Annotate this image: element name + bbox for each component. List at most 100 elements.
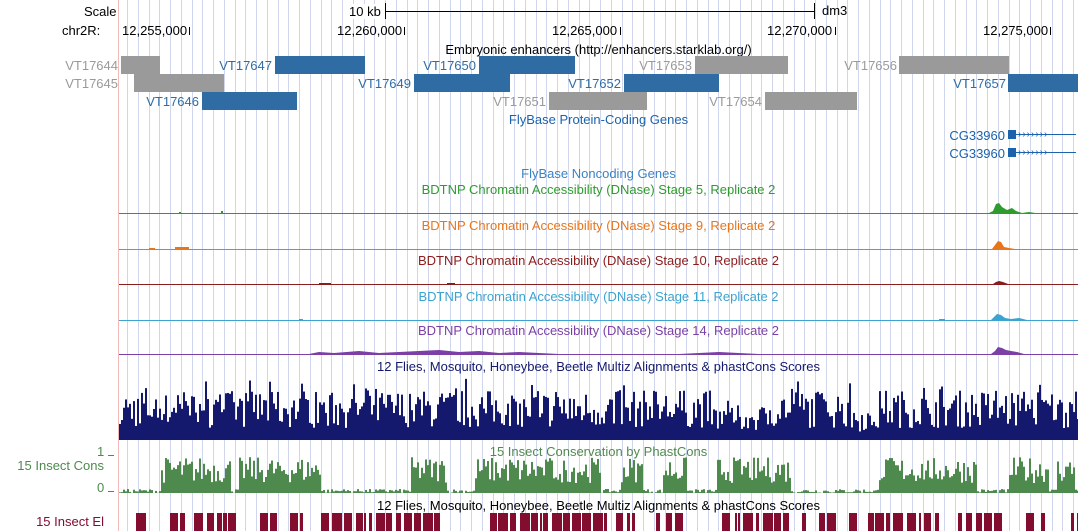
multiz-bar (317, 422, 319, 440)
enhancer-label[interactable]: VT17649 (358, 76, 411, 91)
multiz-bar (485, 413, 487, 440)
multiz-bar (251, 391, 253, 440)
multiz-bar (867, 413, 869, 440)
multiz-bar (719, 411, 721, 440)
cons-bar (327, 489, 329, 493)
enhancer-label[interactable]: VT17653 (639, 58, 692, 73)
cons-bar (197, 472, 199, 493)
gene-exon[interactable] (1008, 148, 1016, 157)
enhancers-track-title[interactable]: Embryonic enhancers (http://enhancers.st… (445, 42, 752, 57)
enhancer-label[interactable]: VT17654 (709, 94, 762, 109)
multiz-bar (657, 404, 659, 440)
enhancer-label[interactable]: VT17651 (493, 94, 546, 109)
cons-bar (345, 491, 347, 493)
noncoding-track-title[interactable]: FlyBase Noncoding Genes (521, 166, 676, 181)
enhancer-feature[interactable] (765, 92, 857, 110)
multiz-bar (271, 392, 273, 440)
element-block (632, 513, 635, 531)
gene-intron-line[interactable] (1016, 152, 1076, 153)
multiz-bar (671, 416, 673, 440)
multiz-bar (793, 404, 795, 440)
multiz-bar (273, 403, 275, 440)
enhancer-feature[interactable] (414, 74, 510, 92)
dnase-stage9-signal[interactable] (119, 234, 1078, 252)
cons-bar (295, 472, 297, 493)
multiz-bar (243, 426, 245, 440)
enhancer-feature[interactable] (121, 56, 160, 74)
multiz-signal[interactable] (119, 374, 1078, 440)
element-block (868, 513, 874, 531)
enhancer-label[interactable]: VT17656 (844, 58, 897, 73)
enhancer-feature[interactable] (479, 56, 575, 74)
enhancer-feature[interactable] (1008, 74, 1078, 92)
dnase-stage10-signal[interactable] (119, 269, 1078, 287)
multiz-bar (587, 413, 589, 440)
multiz-bar (791, 388, 793, 440)
enhancer-feature[interactable] (695, 56, 788, 74)
enhancer-label[interactable]: VT17645 (65, 76, 118, 91)
multiz-bar (455, 388, 457, 440)
multiz-track-title[interactable]: 12 Flies, Mosquito, Honeybee, Beetle Mul… (377, 359, 820, 374)
cons-signal[interactable] (119, 457, 1078, 493)
enhancer-feature[interactable] (899, 56, 1009, 74)
cons-bar (845, 492, 847, 493)
gene-label[interactable]: CG33960 (949, 146, 1005, 161)
enhancer-feature[interactable] (624, 74, 719, 92)
gridline (794, 0, 795, 531)
multiz-bar (215, 399, 217, 440)
gene-exon[interactable] (1008, 130, 1016, 139)
enhancer-label[interactable]: VT17650 (423, 58, 476, 73)
strand-arrows-icon: ››››››› (1018, 147, 1049, 158)
gene-intron-line[interactable] (1016, 134, 1076, 135)
cons-side-label[interactable]: 15 Insect Cons (17, 458, 104, 473)
enhancer-label[interactable]: VT17646 (146, 94, 199, 109)
cons-bar (201, 478, 203, 493)
protein-genes-track-title[interactable]: FlyBase Protein-Coding Genes (508, 112, 689, 127)
multiz-bar (501, 423, 503, 440)
dnase-stage14-title[interactable]: BDTNP Chromatin Accessibility (DNase) St… (417, 323, 780, 338)
elements-signal[interactable] (119, 513, 1078, 531)
cons-bar (975, 464, 977, 493)
cons-bar (207, 469, 209, 493)
cons-bar (1035, 470, 1037, 493)
cons-bar (1069, 462, 1071, 493)
element-block (344, 513, 352, 531)
cons-bar (647, 489, 649, 493)
cons-bar (1015, 474, 1017, 493)
multiz-bar (857, 421, 859, 440)
dnase-stage5-title[interactable]: BDTNP Chromatin Accessibility (DNase) St… (421, 182, 776, 197)
multiz-bar (913, 409, 915, 440)
dnase-stage14-signal[interactable] (119, 339, 1078, 357)
cons-bar (777, 464, 779, 493)
elements-side-label[interactable]: 15 Insect El (36, 514, 104, 529)
cons-bar (843, 490, 845, 493)
element-block (582, 513, 591, 531)
enhancer-label[interactable]: VT17647 (219, 58, 272, 73)
enhancer-feature[interactable] (202, 92, 297, 110)
elements-track-title[interactable]: 12 Flies, Mosquito, Honeybee, Beetle Mul… (377, 498, 820, 513)
cons-bar (263, 482, 265, 493)
enhancer-feature[interactable] (134, 74, 224, 92)
element-block (1041, 513, 1045, 531)
dnase-stage11-signal[interactable] (119, 305, 1078, 323)
enhancer-feature[interactable] (275, 56, 365, 74)
enhancer-label[interactable]: VT17657 (953, 76, 1006, 91)
enhancer-feature[interactable] (549, 92, 647, 110)
element-block (966, 513, 972, 531)
multiz-bar (497, 411, 499, 440)
dnase-stage11-title[interactable]: BDTNP Chromatin Accessibility (DNase) St… (418, 289, 779, 304)
enhancer-label[interactable]: VT17652 (568, 76, 621, 91)
multiz-bar (1041, 399, 1043, 440)
dnase-stage9-title[interactable]: BDTNP Chromatin Accessibility (DNase) St… (421, 218, 776, 233)
dnase-stage5-signal[interactable] (119, 198, 1078, 216)
multiz-bar (809, 427, 811, 440)
multiz-bar (569, 398, 571, 440)
cons-bar (357, 489, 359, 493)
enhancer-label[interactable]: VT17644 (65, 58, 118, 73)
dnase-stage10-title[interactable]: BDTNP Chromatin Accessibility (DNase) St… (417, 253, 780, 268)
multiz-bar (483, 408, 485, 440)
multiz-bar (1073, 412, 1075, 440)
gene-label[interactable]: CG33960 (949, 128, 1005, 143)
multiz-bar (919, 424, 921, 440)
cons-track-title[interactable]: 15 Insect Conservation by PhastCons (489, 444, 708, 459)
